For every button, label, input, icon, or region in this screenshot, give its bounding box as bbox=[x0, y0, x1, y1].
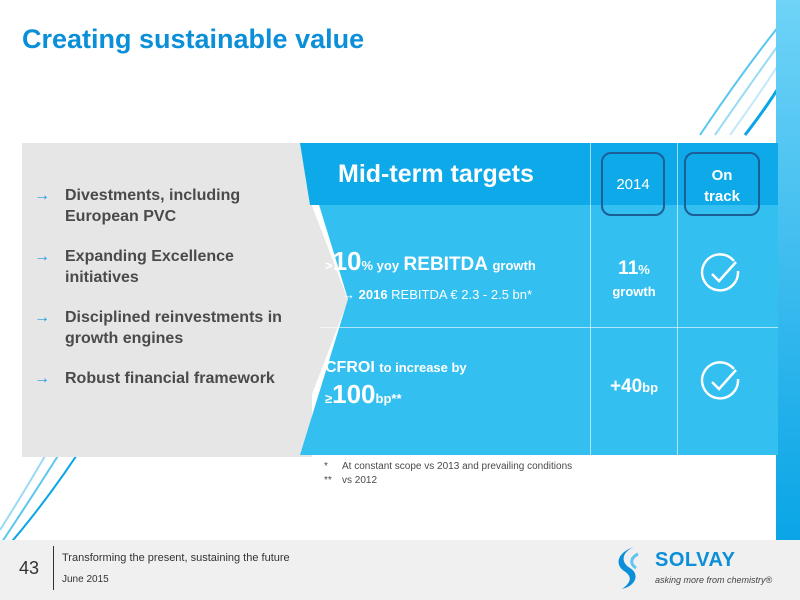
rebitda-sub-year: 2016 bbox=[358, 287, 388, 302]
on-track-label-line2: track bbox=[704, 188, 740, 205]
cfroi-number: 100 bbox=[332, 379, 376, 409]
lever-item: → Expanding Excellence initiatives bbox=[34, 246, 294, 288]
cfroi-prefix: ≥ bbox=[325, 391, 333, 406]
footnote: ** vs 2012 bbox=[324, 475, 377, 486]
check-circle-icon bbox=[700, 253, 740, 292]
column-divider bbox=[590, 143, 591, 455]
rebitda-suffix: growth bbox=[492, 258, 536, 273]
rebitda-subtarget: → 2016 REBITDA € 2.3 - 2.5 bn* bbox=[342, 287, 532, 302]
rebitda-metric: REBITDA bbox=[403, 254, 488, 275]
arrow-right-icon: → bbox=[34, 187, 50, 204]
targets-heading: Mid-term targets bbox=[338, 160, 534, 188]
footnote: * At constant scope vs 2013 and prevailin… bbox=[324, 461, 572, 472]
cfroi-metric: CFROI bbox=[325, 359, 375, 376]
footer-divider bbox=[53, 546, 54, 590]
rebitda-number: 10 bbox=[332, 246, 362, 276]
lever-text: Robust financial framework bbox=[65, 370, 275, 387]
lever-item: → Disciplined reinvestments in growth en… bbox=[34, 307, 294, 349]
footnote-mark: ** bbox=[324, 475, 332, 486]
solvay-logo-icon bbox=[618, 547, 639, 589]
page-title: Creating sustainable value bbox=[22, 24, 365, 54]
footer bbox=[0, 540, 800, 600]
footer-tagline: Transforming the present, sustaining the… bbox=[62, 552, 290, 564]
logo-wordmark: SOLVAY bbox=[655, 549, 736, 571]
rebitda-value-number: 11 bbox=[618, 258, 639, 279]
lever-item: → Robust financial framework bbox=[34, 368, 294, 389]
cfroi-text: to increase by bbox=[379, 360, 467, 375]
arrow-right-icon: → bbox=[342, 287, 355, 302]
column-divider bbox=[677, 143, 678, 455]
rebitda-value-unit: % bbox=[638, 262, 650, 277]
rebitda-2014-value: 11% growth bbox=[600, 258, 668, 303]
rebitda-unit: % yoy bbox=[361, 258, 400, 273]
rebitda-prefix: > bbox=[325, 258, 333, 273]
cfroi-target: CFROI to increase by ≥100bp** bbox=[325, 359, 467, 410]
lever-item: → Divestments, including European PVC bbox=[34, 185, 294, 227]
row-divider bbox=[320, 327, 778, 328]
levers-list: → Divestments, including European PVC → … bbox=[34, 185, 294, 408]
footer-date: June 2015 bbox=[62, 574, 109, 585]
year-badge: 2014 bbox=[601, 152, 665, 216]
right-accent-bar bbox=[776, 0, 800, 540]
cfroi-value-number: +40 bbox=[609, 376, 643, 397]
levers-panel bbox=[22, 143, 312, 457]
rebitda-sub-text: REBITDA € 2.3 - 2.5 bn* bbox=[391, 287, 533, 302]
arrow-right-icon: → bbox=[34, 370, 50, 387]
arrow-right-icon: → bbox=[34, 248, 50, 265]
cfroi-marks: ** bbox=[391, 391, 402, 406]
rebitda-value-label: growth bbox=[612, 284, 656, 299]
footnote-text: At constant scope vs 2013 and prevailing… bbox=[342, 461, 573, 472]
footnote-mark: * bbox=[324, 461, 328, 472]
rebitda-target: >10% yoy REBITDA growth bbox=[325, 246, 536, 277]
cfroi-2014-value: +40bp bbox=[600, 376, 668, 398]
footnote-text: vs 2012 bbox=[342, 475, 378, 486]
lever-text: Disciplined reinvestments in growth engi… bbox=[65, 309, 282, 347]
page-number: 43 bbox=[19, 558, 40, 578]
logo-tagline: asking more from chemistry® bbox=[655, 575, 773, 585]
cfroi-value-unit: bp bbox=[642, 380, 659, 395]
lever-text: Expanding Excellence initiatives bbox=[65, 248, 234, 286]
check-circle-icon bbox=[700, 361, 740, 400]
on-track-label-line1: On bbox=[711, 167, 733, 184]
cfroi-unit: bp bbox=[375, 391, 392, 406]
arrow-right-icon: → bbox=[34, 309, 50, 326]
on-track-badge: On track bbox=[684, 152, 760, 216]
lever-text: Divestments, including European PVC bbox=[65, 187, 241, 225]
